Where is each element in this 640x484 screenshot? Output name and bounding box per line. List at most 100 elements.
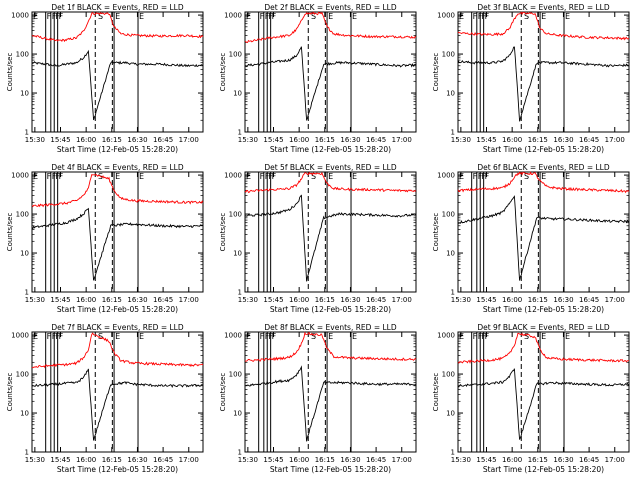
x-tick-label: 16:45 <box>366 296 386 304</box>
marker-label-f: F <box>47 172 52 181</box>
x-tick-label: 16:30 <box>127 456 147 464</box>
series-lld-line <box>31 11 204 43</box>
marker-label-e: E <box>115 172 120 181</box>
x-tick-label: 17:00 <box>179 136 199 144</box>
x-tick-label: 17:00 <box>179 296 199 304</box>
marker-label-f: F <box>481 332 486 341</box>
marker-label-f: F <box>268 12 273 21</box>
marker-label-e: E <box>565 172 570 181</box>
y-tick-label: 1 <box>451 449 455 457</box>
y-tick-label: 1 <box>238 449 242 457</box>
series-lld-line <box>244 171 417 193</box>
y-tick-label: 10 <box>20 410 29 418</box>
x-tick-label: 15:45 <box>50 456 70 464</box>
marker-label-e: E <box>459 12 464 21</box>
x-tick-label: 15:30 <box>238 456 258 464</box>
x-tick-label: 16:00 <box>502 456 522 464</box>
plot-title: Det 6f BLACK = Events, RED = LLD <box>477 163 610 172</box>
marker-label-e: E <box>328 332 333 341</box>
x-tick-label: 16:45 <box>366 136 386 144</box>
marker-label-e: E <box>352 332 357 341</box>
y-tick-label: 10 <box>233 90 242 98</box>
marker-label-e: E <box>139 172 144 181</box>
x-tick-label: 16:45 <box>153 296 173 304</box>
x-tick-label: 15:30 <box>25 456 45 464</box>
x-tick-label: 16:45 <box>579 456 599 464</box>
y-tick-label: 1000 <box>224 172 242 180</box>
x-tick-label: 16:15 <box>102 456 122 464</box>
marker-label-e: E <box>541 172 546 181</box>
y-axis-label: Counts/sec <box>6 53 14 92</box>
x-tick-label: 15:30 <box>238 136 258 144</box>
y-tick-label: 10 <box>20 90 29 98</box>
x-tick-label: 15:45 <box>50 296 70 304</box>
y-axis-label: Counts/sec <box>219 213 227 252</box>
y-tick-label: 10 <box>446 90 455 98</box>
x-tick-label: 15:45 <box>263 456 283 464</box>
y-tick-label: 1000 <box>437 12 455 20</box>
x-tick-label: 15:30 <box>451 456 471 464</box>
x-tick-label: 16:30 <box>553 296 573 304</box>
series-lld-line <box>31 332 204 369</box>
y-tick-label: 1 <box>25 449 29 457</box>
x-tick-label: 16:00 <box>289 296 309 304</box>
marker-label-s: S <box>311 12 316 21</box>
plot-panel-4: Det 4f BLACK = Events, RED = LLD 1 10 100 10… <box>6 163 204 314</box>
plot-title: Det 3f BLACK = Events, RED = LLD <box>477 3 610 12</box>
y-tick-label: 1000 <box>437 172 455 180</box>
plot-title: Det 4f BLACK = Events, RED = LLD <box>51 163 184 172</box>
marker-label-e: E <box>33 172 38 181</box>
x-tick-label: 16:30 <box>340 296 360 304</box>
marker-label-e: E <box>459 332 464 341</box>
y-tick-label: 1000 <box>437 332 455 340</box>
marker-label-f: F <box>55 332 60 341</box>
x-tick-label: 15:45 <box>263 296 283 304</box>
marker-label-f: F <box>272 12 277 21</box>
marker-label-f: F <box>473 172 478 181</box>
marker-label-f: F <box>59 172 64 181</box>
y-tick-label: 100 <box>442 51 455 59</box>
y-tick-label: 1 <box>25 129 29 137</box>
series-events-line <box>457 46 630 122</box>
x-tick-label: 16:45 <box>579 296 599 304</box>
marker-label-f: F <box>473 12 478 21</box>
y-tick-label: 100 <box>229 371 242 379</box>
x-tick-label: 16:15 <box>528 456 548 464</box>
x-tick-label: 16:15 <box>102 136 122 144</box>
x-tick-label: 17:00 <box>179 456 199 464</box>
marker-label-f: F <box>481 12 486 21</box>
marker-label-s: S <box>311 332 316 341</box>
x-tick-label: 16:00 <box>502 296 522 304</box>
marker-label-e: E <box>328 12 333 21</box>
marker-label-f: F <box>272 172 277 181</box>
marker-label-f: F <box>260 12 265 21</box>
marker-label-f: F <box>481 172 486 181</box>
x-axis-label: Start Time (12-Feb-05 15:28:20) <box>57 305 178 314</box>
x-tick-label: 16:00 <box>502 136 522 144</box>
series-lld-line <box>457 11 630 41</box>
series-events-line <box>31 207 204 281</box>
y-tick-label: 100 <box>442 211 455 219</box>
x-tick-label: 15:45 <box>476 456 496 464</box>
series-events-line <box>244 46 417 122</box>
x-tick-label: 16:00 <box>76 296 96 304</box>
x-tick-label: 16:45 <box>579 136 599 144</box>
marker-label-e: E <box>246 12 251 21</box>
y-tick-label: 10 <box>20 250 29 258</box>
x-tick-label: 16:00 <box>76 456 96 464</box>
y-axis-label: Counts/sec <box>219 53 227 92</box>
series-lld-line <box>457 171 630 194</box>
x-tick-label: 16:30 <box>340 136 360 144</box>
x-tick-label: 16:30 <box>127 296 147 304</box>
y-tick-label: 1000 <box>11 172 29 180</box>
marker-label-e: E <box>541 12 546 21</box>
x-tick-label: 17:00 <box>605 296 625 304</box>
x-axis-label: Start Time (12-Feb-05 15:28:20) <box>57 145 178 154</box>
x-axis-label: Start Time (12-Feb-05 15:28:20) <box>270 465 391 474</box>
marker-label-f: F <box>265 332 270 341</box>
y-axis-label: Counts/sec <box>432 373 440 412</box>
marker-label-e: E <box>246 172 251 181</box>
x-tick-label: 15:30 <box>238 296 258 304</box>
plot-panel-6: Det 6f BLACK = Events, RED = LLD 1 10 100 10… <box>432 163 630 314</box>
series-lld-line <box>31 173 204 208</box>
